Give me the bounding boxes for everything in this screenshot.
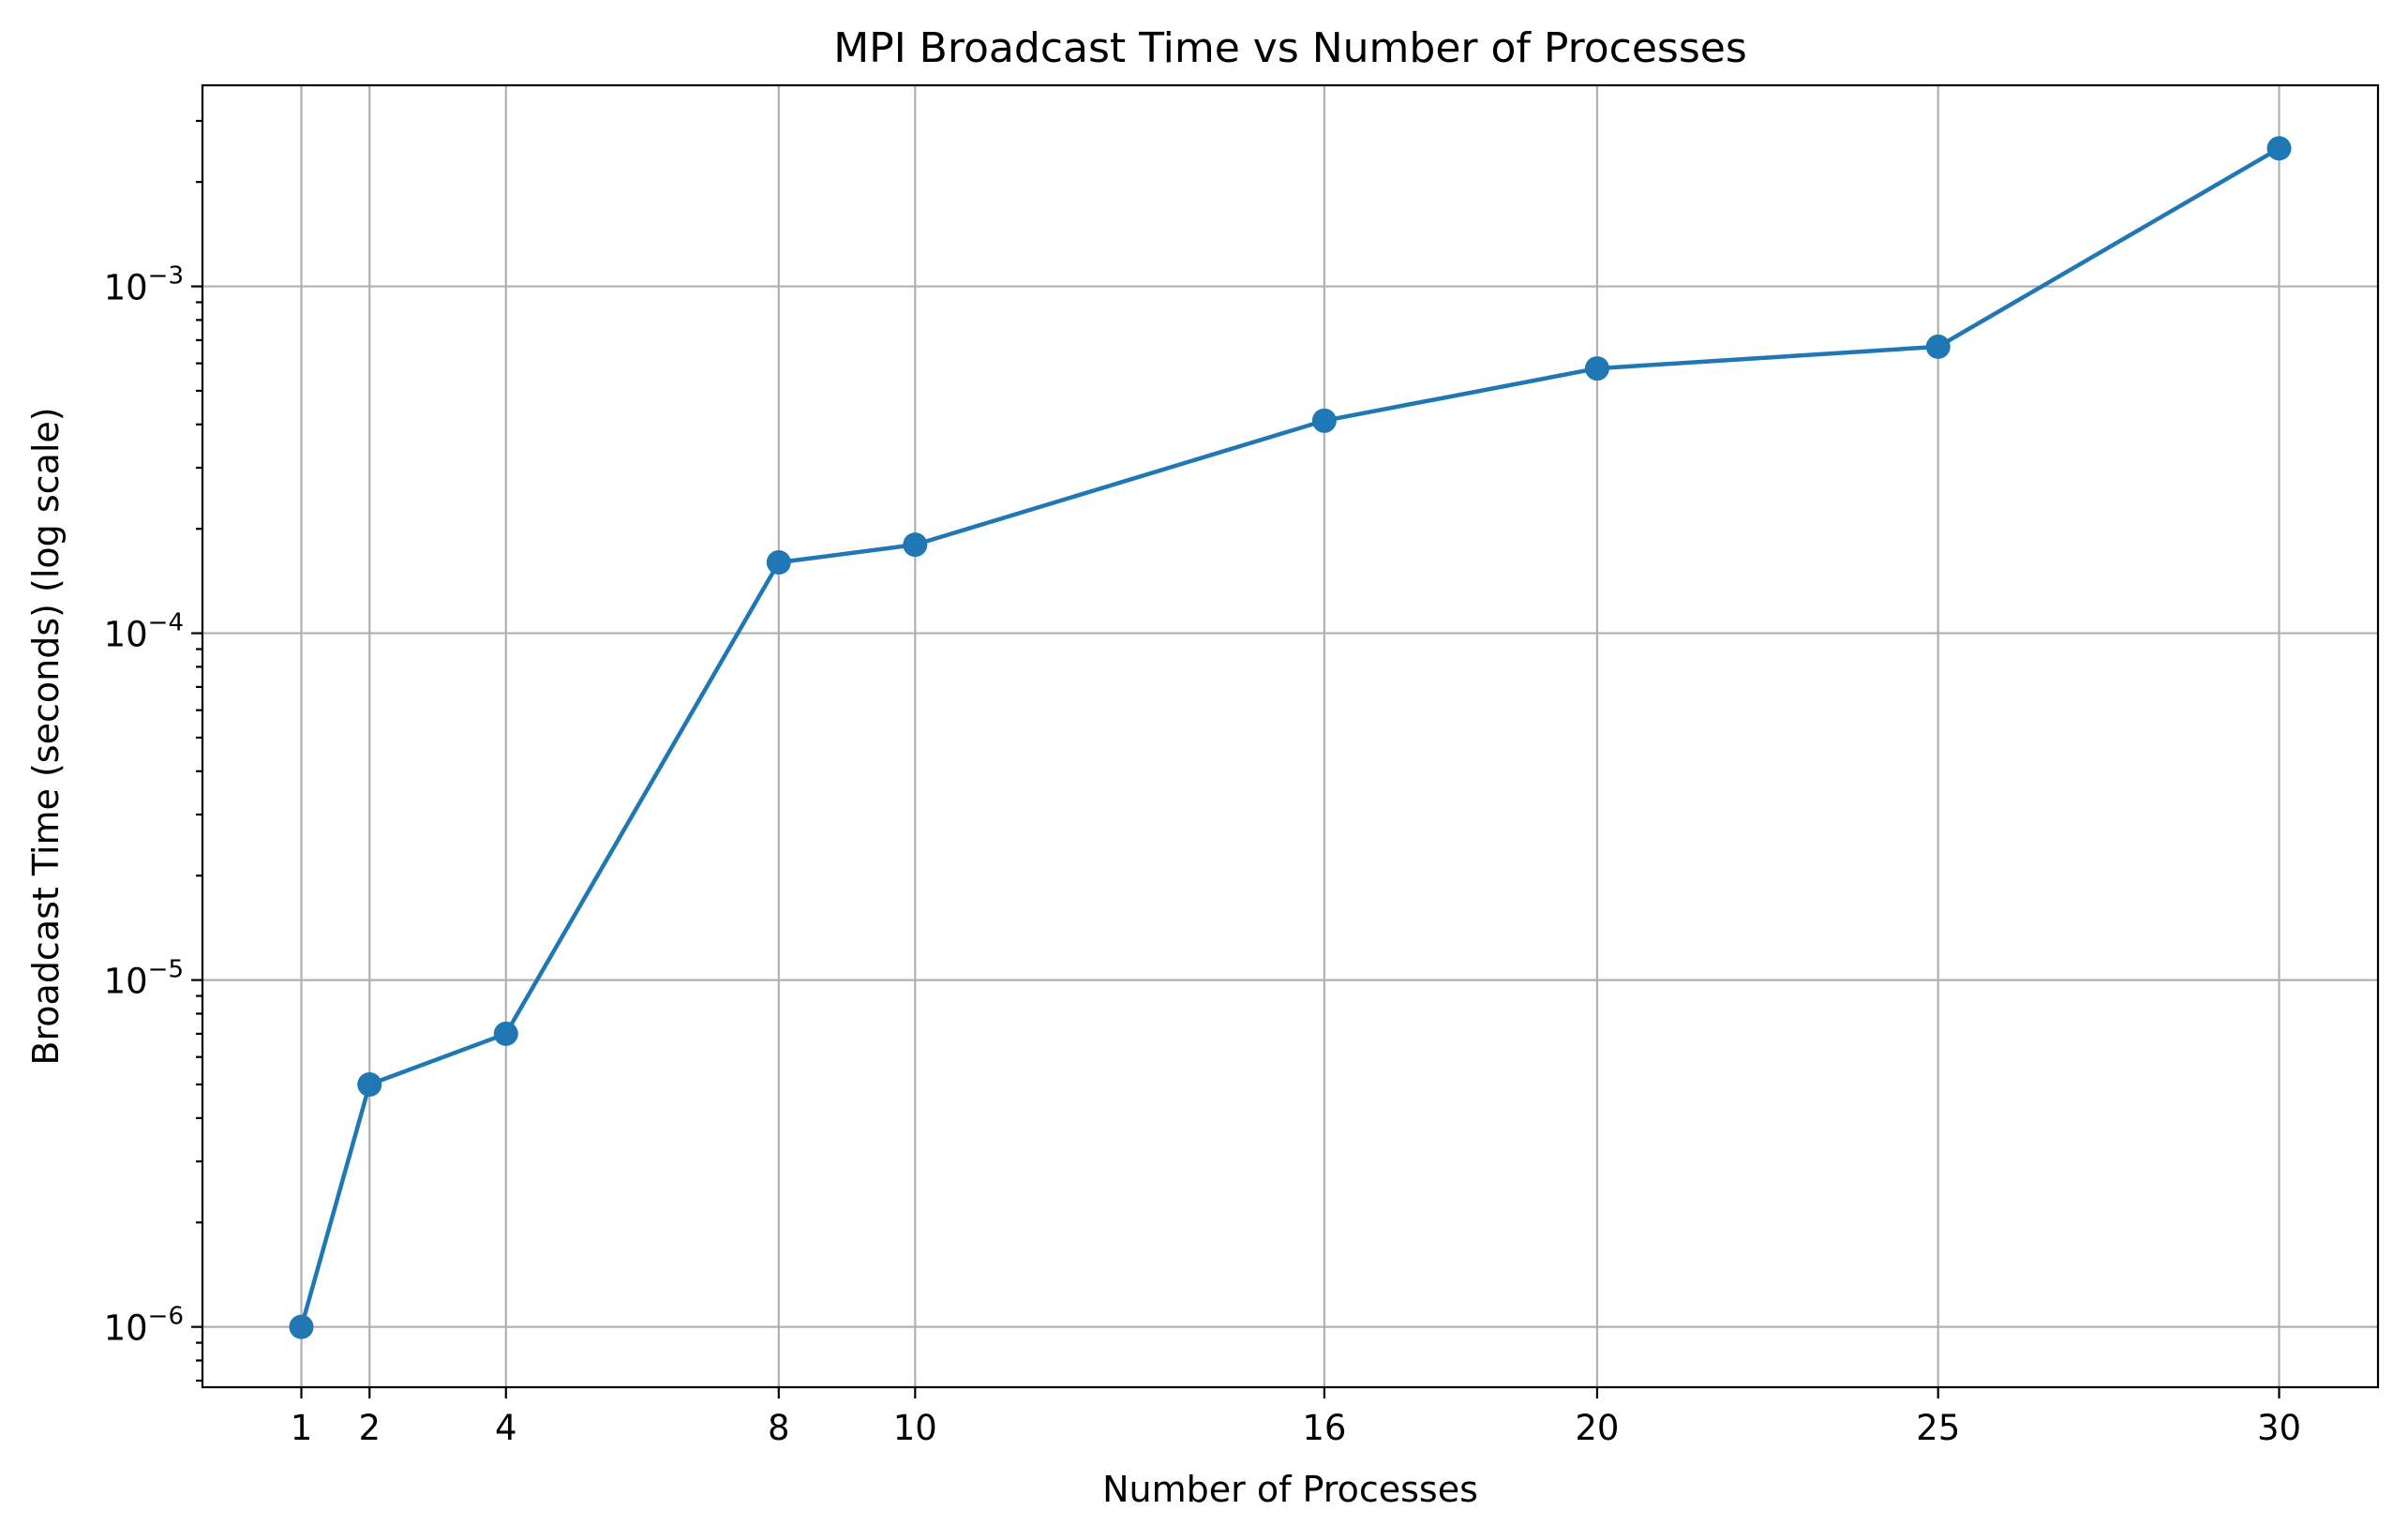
data-point <box>1584 356 1609 381</box>
series <box>289 136 2292 1339</box>
data-point <box>2266 136 2292 161</box>
data-point <box>289 1314 314 1339</box>
y-axis-label: Broadcast Time (seconds) (log scale) <box>25 407 67 1065</box>
y-tick-label: 10−6 <box>104 1303 184 1349</box>
x-tick-label: 1 <box>291 1408 313 1448</box>
axis-ticks: 1 2 4 8 10 16 20 25 30 10−6 10−5 10−4 10−3 <box>104 119 2301 1448</box>
grid <box>202 85 2378 1387</box>
axes-frame <box>201 83 2380 1389</box>
data-point <box>766 550 791 576</box>
x-tick-label: 25 <box>1916 1408 1960 1448</box>
x-tick-label: 2 <box>358 1408 381 1448</box>
x-tick-label: 16 <box>1302 1408 1346 1448</box>
y-tick-label: 10−4 <box>104 609 184 655</box>
data-point <box>1311 408 1337 433</box>
y-tick-label: 10−3 <box>104 262 184 308</box>
x-tick-label: 20 <box>1575 1408 1619 1448</box>
data-point <box>1925 334 1951 359</box>
data-point <box>357 1071 382 1097</box>
x-axis-label: Number of Processes <box>1102 1469 1478 1510</box>
x-tick-label: 4 <box>495 1408 517 1448</box>
y-tick-label: 10−5 <box>104 956 184 1002</box>
data-point <box>903 532 928 558</box>
x-tick-label: 8 <box>768 1408 790 1448</box>
series-line <box>299 146 2281 1329</box>
data-point <box>493 1021 518 1046</box>
chart-title: MPI Broadcast Time vs Number of Processe… <box>833 24 1747 72</box>
x-tick-label: 10 <box>893 1408 937 1448</box>
x-tick-label: 30 <box>2257 1408 2301 1448</box>
